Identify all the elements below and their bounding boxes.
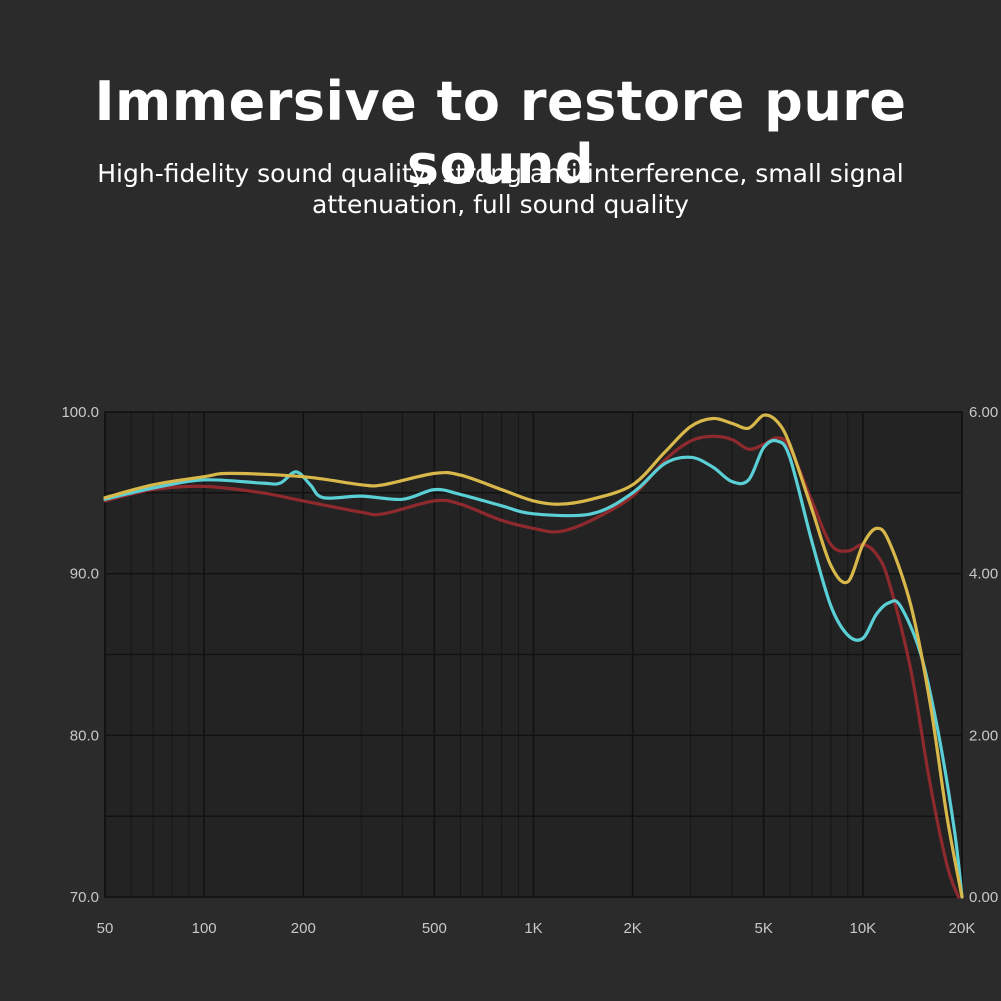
y-tick-label: 70.0 [70, 889, 99, 906]
x-tick-label: 500 [422, 920, 447, 937]
y2-tick-label: 0.00 [969, 889, 998, 906]
y2-tick-label: 4.00 [969, 566, 998, 583]
y-tick-label: 90.0 [70, 566, 99, 583]
x-tick-label: 20K [949, 920, 976, 937]
y-tick-label: 80.0 [70, 727, 99, 744]
subheadline: High-fidelity sound quality, strong anti… [97, 159, 904, 219]
x-tick-label: 200 [291, 920, 316, 937]
x-tick-label: 2K [623, 920, 641, 937]
series-line-cyan [103, 438, 964, 899]
x-tick-label: 10K [850, 920, 877, 937]
y-tick-label: 100.0 [61, 404, 99, 421]
chart-grid [104, 411, 963, 898]
plot-border [104, 411, 963, 898]
headline: Immersive to restore pure sound [94, 70, 907, 196]
series-line-red [103, 434, 960, 899]
y2-tick-label: 6.00 [969, 404, 998, 421]
x-tick-label: 5K [755, 920, 773, 937]
series-line-yellow [103, 413, 964, 899]
x-tick-label: 50 [97, 920, 114, 937]
y2-tick-label: 2.00 [969, 727, 998, 744]
chart-series-lines [103, 413, 964, 899]
chart-tick-labels: 50 100 200 500 1K 2K 5K 10K 20K 100.0 90.0 80.0 70.0… [61, 404, 998, 937]
x-tick-label: 100 [192, 920, 217, 937]
x-tick-label: 1K [524, 920, 542, 937]
